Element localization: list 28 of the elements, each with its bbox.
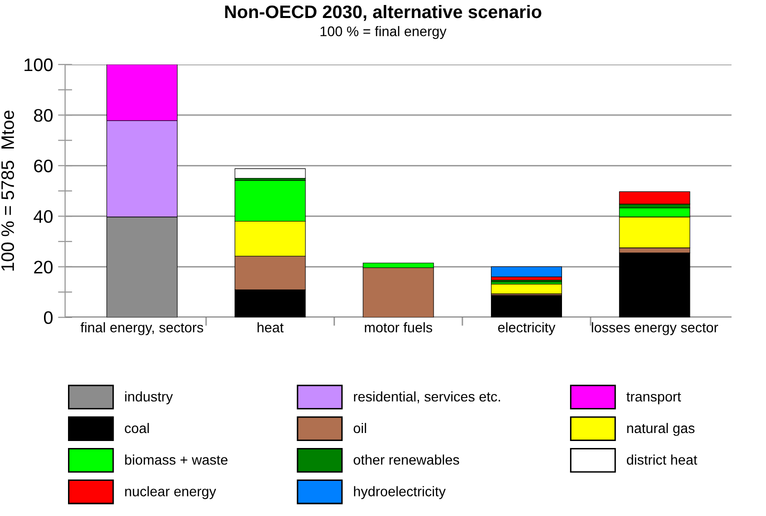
legend-label: biomass + waste bbox=[125, 454, 228, 465]
bar bbox=[490, 266, 562, 278]
y-tick-label: 0 bbox=[44, 311, 53, 324]
x-tick-label: electricity bbox=[498, 322, 556, 336]
y-tick-label: 60 bbox=[34, 160, 53, 172]
legend-label: nuclear energy bbox=[125, 486, 216, 500]
legend-label: district heat bbox=[626, 454, 698, 465]
legend-label: residential, services etc. bbox=[354, 391, 500, 404]
legend-label: oil bbox=[354, 422, 366, 434]
y-tick-label: 100 bbox=[24, 58, 53, 72]
legend-label: coal bbox=[124, 422, 149, 434]
x-tick-label: heat bbox=[258, 322, 284, 332]
y-axis-title: 100 % = 5785 Mtoe bbox=[1, 110, 14, 271]
bar bbox=[234, 168, 306, 179]
legend-label: natural gas bbox=[627, 422, 694, 436]
bar bbox=[619, 191, 690, 204]
legend-label: other renewables bbox=[354, 454, 460, 465]
y-tick-label: 40 bbox=[34, 210, 53, 223]
x-tick-label: final energy, sectors bbox=[80, 322, 204, 336]
x-tick-label: losses energy sector bbox=[592, 322, 718, 336]
y-tick-label: 20 bbox=[34, 260, 53, 274]
y-tick-label: 80 bbox=[34, 109, 53, 122]
chart-title: Non-OECD 2030, alternative scenario bbox=[225, 4, 542, 21]
chart-subtitle: 100 % = final energy bbox=[320, 26, 446, 39]
legend-label: hydroelectricity bbox=[354, 486, 446, 500]
x-tick-label: motor fuels bbox=[364, 322, 432, 332]
legend-label: industry bbox=[125, 391, 173, 404]
legend-label: transport bbox=[626, 392, 681, 404]
